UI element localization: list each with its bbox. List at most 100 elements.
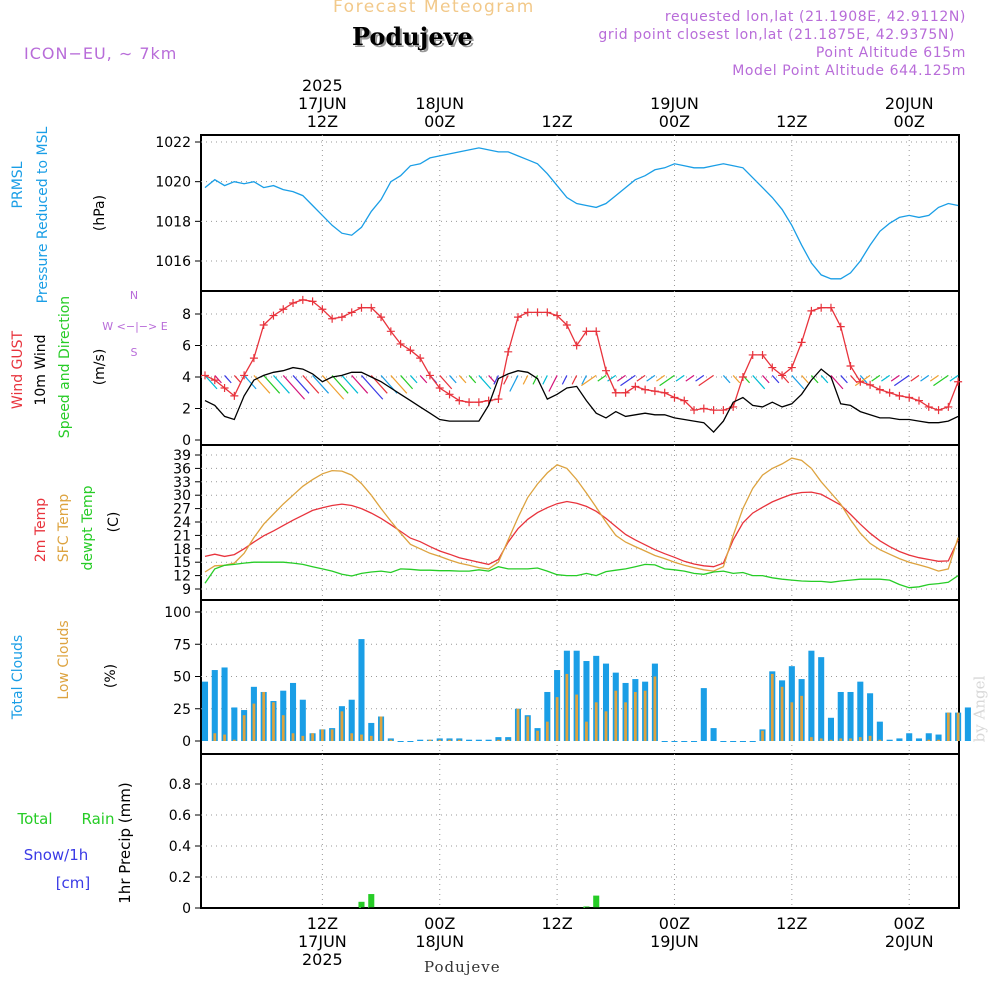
wind-gust-marker <box>318 305 327 314</box>
total-clouds-bar <box>720 741 727 742</box>
wind-direction-arrow <box>321 375 345 400</box>
low-clouds-bar <box>232 739 236 741</box>
total-clouds-bar <box>495 737 502 741</box>
total-clouds-title: Total Clouds <box>10 635 26 720</box>
pressure-title-1: PRMSL <box>10 161 26 208</box>
low-clouds-bar <box>516 708 520 741</box>
wind-gust-marker <box>289 298 298 307</box>
total-clouds-bar <box>407 741 414 742</box>
wind-gust-marker <box>846 361 855 370</box>
temperature-series-line-2 <box>204 561 959 589</box>
low-clouds-bar <box>457 739 461 741</box>
bottom-time-label: 12Z <box>776 914 807 933</box>
wind-gust-marker <box>611 388 620 397</box>
temperature-ytick-label: 39 <box>173 448 191 464</box>
total-clouds-bar <box>544 691 551 741</box>
wind-gust-marker <box>435 384 444 393</box>
top-time-label: 17JUN <box>298 94 347 113</box>
wind-gust-marker <box>778 371 787 380</box>
low-clouds-bar <box>643 690 647 741</box>
wind-direction-arrow <box>390 375 408 394</box>
low-clouds-bar <box>526 716 530 741</box>
grid-point-coords: grid point closest lon,lat (21.1875E, 42… <box>598 27 955 43</box>
bottom-time-label: 17JUN <box>298 932 347 951</box>
wind-gust-marker <box>582 327 591 336</box>
wind-gust-marker <box>494 395 503 404</box>
low-clouds-bar <box>819 738 823 741</box>
legend-cm: [cm] <box>56 874 91 892</box>
top-time-label: 00Z <box>659 112 690 131</box>
wind-direction-arrow <box>791 375 805 390</box>
wind-gust-marker <box>279 305 288 314</box>
top-time-label: 19JUN <box>650 94 699 113</box>
precip-ytick-label: 0.2 <box>169 870 191 886</box>
total-clouds-bar <box>289 682 297 741</box>
wind-gust-marker <box>690 406 699 415</box>
total-clouds-bar <box>661 741 668 742</box>
wind-speed-dir-title: Speed and Direction <box>57 296 73 438</box>
wind-direction-arrow <box>331 375 349 394</box>
low-clouds-bar <box>301 735 305 741</box>
total-clouds-bar <box>387 738 394 741</box>
wind-gust-marker <box>895 391 904 400</box>
total-clouds-bar <box>827 717 834 741</box>
temperature-series-line-1 <box>204 457 959 573</box>
wind-gust-marker <box>553 311 562 320</box>
pressure-panel-frame <box>200 134 960 292</box>
bottom-time-label: 00Z <box>424 914 455 933</box>
low-clouds-bar <box>849 738 852 741</box>
low-clouds-bar <box>800 695 803 741</box>
wind-direction-arrow <box>850 375 858 384</box>
wind-direction-arrow <box>810 375 819 384</box>
model-label: ICON−EU, ∼ 7km <box>24 44 178 63</box>
wind-gust-marker <box>797 338 806 347</box>
wind-gust-marker <box>367 303 376 312</box>
total-clouds-bar <box>397 741 404 742</box>
top-time-label: 20JUN <box>885 94 934 113</box>
low-clouds-bar <box>585 721 588 741</box>
wind-direction-arrow <box>722 375 731 384</box>
wind-direction-arrow <box>675 374 685 382</box>
wind-gust-marker <box>513 313 522 322</box>
wind-gust-marker <box>269 311 278 320</box>
low-clouds-bar <box>360 734 363 741</box>
total-clouds-bar <box>691 741 698 742</box>
wind-direction-arrow <box>478 375 492 390</box>
low-clouds-bar <box>223 734 226 741</box>
wind-gust-marker <box>670 393 679 402</box>
pressure-title-2: Pressure Reduced to MSL <box>35 126 51 303</box>
total-clouds-bar <box>446 738 453 741</box>
pressure-ytick-label: 1018 <box>155 214 191 230</box>
total-clouds-bar <box>896 738 903 741</box>
temperature-ytick-label: 30 <box>173 488 191 504</box>
low-clouds-bar <box>252 703 256 741</box>
wind-gust-marker <box>220 384 229 393</box>
wind-gust-marker <box>719 406 728 415</box>
wind-gust-marker <box>308 297 317 306</box>
wind-direction-arrow <box>312 375 330 394</box>
wind-direction-arrow <box>273 375 290 394</box>
precip-ytick-label: 0.4 <box>169 839 191 855</box>
wind-direction-arrow <box>949 374 959 382</box>
total-clouds-bar <box>700 688 707 741</box>
point-altitude: Point Altitude 615m <box>815 45 966 61</box>
temperature-ytick-label: 9 <box>182 582 191 598</box>
total-clouds-bar <box>583 661 590 741</box>
low-clouds-bar <box>604 711 608 741</box>
wind-direction-arrow <box>468 375 477 384</box>
low-clouds-bar <box>956 712 960 741</box>
low-clouds-bar <box>330 729 334 741</box>
total-clouds-bar <box>808 650 815 741</box>
wind-ytick-label: 4 <box>182 370 191 386</box>
total-clouds-bar <box>485 739 492 741</box>
total-clouds-bar <box>368 722 375 741</box>
low-clouds-title: Low Clouds <box>56 620 72 699</box>
wind-direction-arrow <box>571 375 578 385</box>
meteogram-title: Forecast Meteogram <box>333 0 535 17</box>
low-clouds-bar <box>506 739 510 741</box>
wind-gust-marker <box>386 327 395 336</box>
bottom-time-label: 00Z <box>659 914 690 933</box>
total-clouds-bar <box>475 739 482 741</box>
wind-gust-marker <box>396 339 405 348</box>
